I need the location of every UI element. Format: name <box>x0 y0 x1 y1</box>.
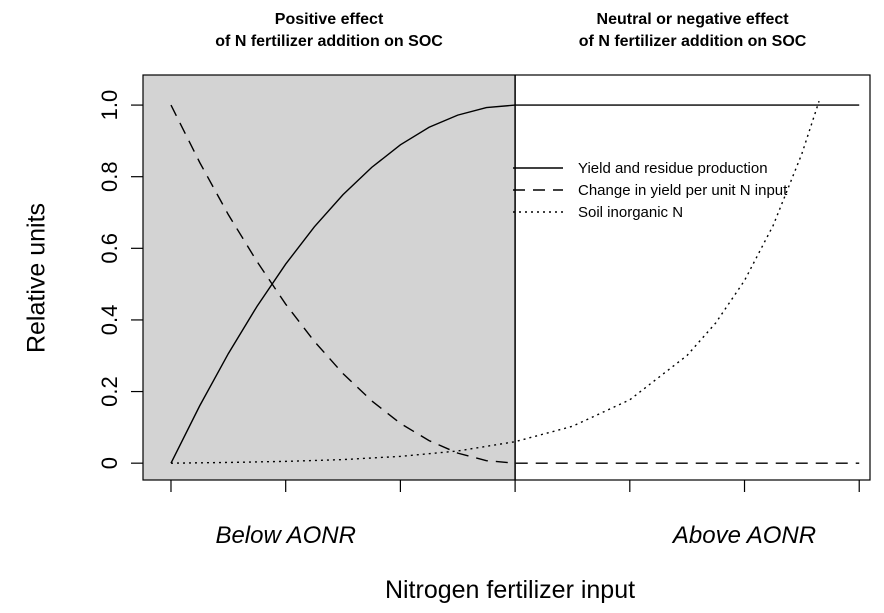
y-tick-label: 0.8 <box>97 161 122 192</box>
region-heading: Positive effect <box>275 11 384 28</box>
legend-label: Yield and residue production <box>578 160 768 177</box>
region-heading: of N fertilizer addition on SOC <box>579 33 807 50</box>
plot-frame <box>142 74 871 481</box>
region-label: Above AONR <box>671 522 816 549</box>
series-line <box>170 104 860 464</box>
x-axis-label: Nitrogen fertilizer input <box>385 576 635 604</box>
series-line <box>170 100 820 464</box>
legend-label: Soil inorganic N <box>578 204 683 221</box>
legend-label: Change in yield per unit N input <box>578 182 788 199</box>
series-line <box>170 104 860 464</box>
y-tick-label: 1.0 <box>97 90 122 121</box>
y-tick-label: 0.2 <box>97 376 122 407</box>
y-axis-label: Relative units <box>23 203 51 353</box>
y-tick-label: 0.4 <box>97 305 122 336</box>
y-tick-label: 0.6 <box>97 233 122 264</box>
region-heading: Neutral or negative effect <box>597 11 790 28</box>
region-label: Below AONR <box>215 522 355 549</box>
region-heading: of N fertilizer addition on SOC <box>215 33 443 50</box>
region-shade <box>143 75 516 480</box>
y-tick-label: 0 <box>97 457 122 469</box>
